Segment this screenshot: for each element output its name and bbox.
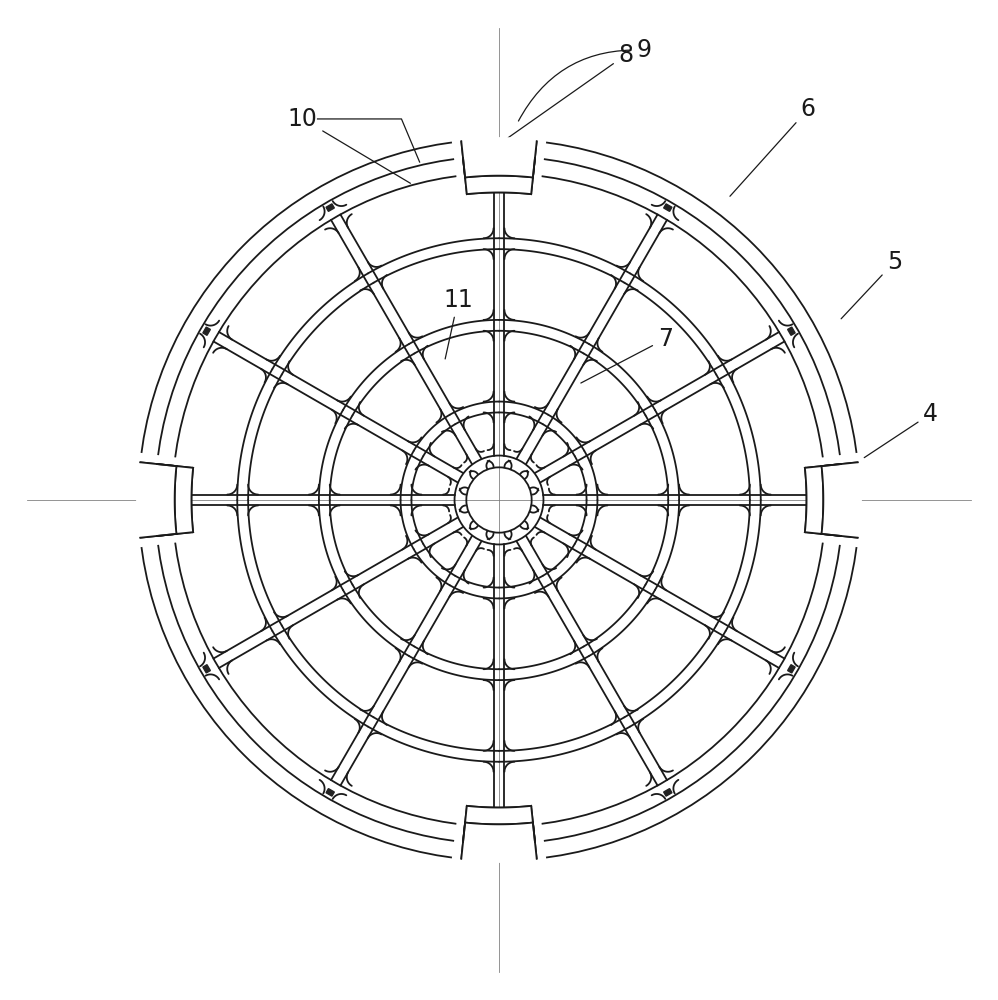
Polygon shape — [452, 822, 546, 863]
Polygon shape — [461, 139, 537, 177]
Polygon shape — [821, 462, 859, 538]
Polygon shape — [326, 789, 334, 796]
Text: 9: 9 — [518, 38, 652, 121]
Polygon shape — [787, 665, 795, 673]
Polygon shape — [787, 327, 795, 335]
Polygon shape — [461, 823, 537, 861]
Text: 7: 7 — [581, 327, 673, 383]
Polygon shape — [139, 462, 177, 538]
Text: 10: 10 — [287, 107, 410, 183]
Polygon shape — [326, 204, 334, 211]
Polygon shape — [155, 464, 194, 536]
Polygon shape — [136, 453, 178, 547]
Text: 11: 11 — [443, 288, 473, 359]
Polygon shape — [452, 137, 546, 178]
Polygon shape — [463, 806, 535, 844]
Polygon shape — [804, 464, 843, 536]
Polygon shape — [820, 453, 862, 547]
Polygon shape — [664, 204, 672, 211]
Polygon shape — [664, 789, 672, 796]
Text: 8: 8 — [508, 43, 634, 138]
Text: 5: 5 — [841, 250, 902, 319]
Text: 6: 6 — [730, 97, 815, 196]
Polygon shape — [203, 327, 211, 335]
Text: 4: 4 — [864, 402, 938, 458]
Polygon shape — [203, 665, 211, 673]
Polygon shape — [463, 156, 535, 194]
